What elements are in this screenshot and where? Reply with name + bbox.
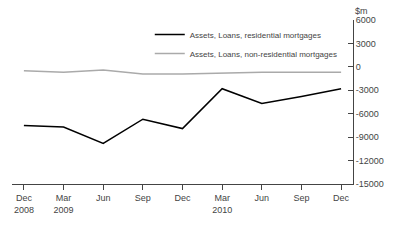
svg-text:0: 0 xyxy=(356,62,361,72)
svg-text:-6000: -6000 xyxy=(356,109,379,119)
svg-text:Sep: Sep xyxy=(293,193,309,203)
svg-text:Assets, Loans, residential mor: Assets, Loans, residential mortgages xyxy=(190,31,321,40)
svg-text:Dec: Dec xyxy=(174,193,191,203)
svg-text:Sep: Sep xyxy=(135,193,151,203)
svg-text:-15000: -15000 xyxy=(356,179,384,189)
svg-text:6000: 6000 xyxy=(356,15,376,25)
svg-text:-3000: -3000 xyxy=(356,85,379,95)
svg-text:Dec2008: Dec2008 xyxy=(14,193,34,215)
svg-text:Jun: Jun xyxy=(255,193,270,203)
svg-text:$m: $m xyxy=(355,6,368,16)
svg-text:Dec: Dec xyxy=(333,193,350,203)
svg-text:-12000: -12000 xyxy=(356,156,384,166)
svg-text:-9000: -9000 xyxy=(356,132,379,142)
svg-text:Jun: Jun xyxy=(96,193,111,203)
svg-text:Mar2010: Mar2010 xyxy=(212,193,232,215)
svg-text:Mar2009: Mar2009 xyxy=(54,193,74,215)
svg-text:Assets, Loans, non-residential: Assets, Loans, non-residential mortgages xyxy=(190,50,337,59)
svg-text:3000: 3000 xyxy=(356,39,376,49)
